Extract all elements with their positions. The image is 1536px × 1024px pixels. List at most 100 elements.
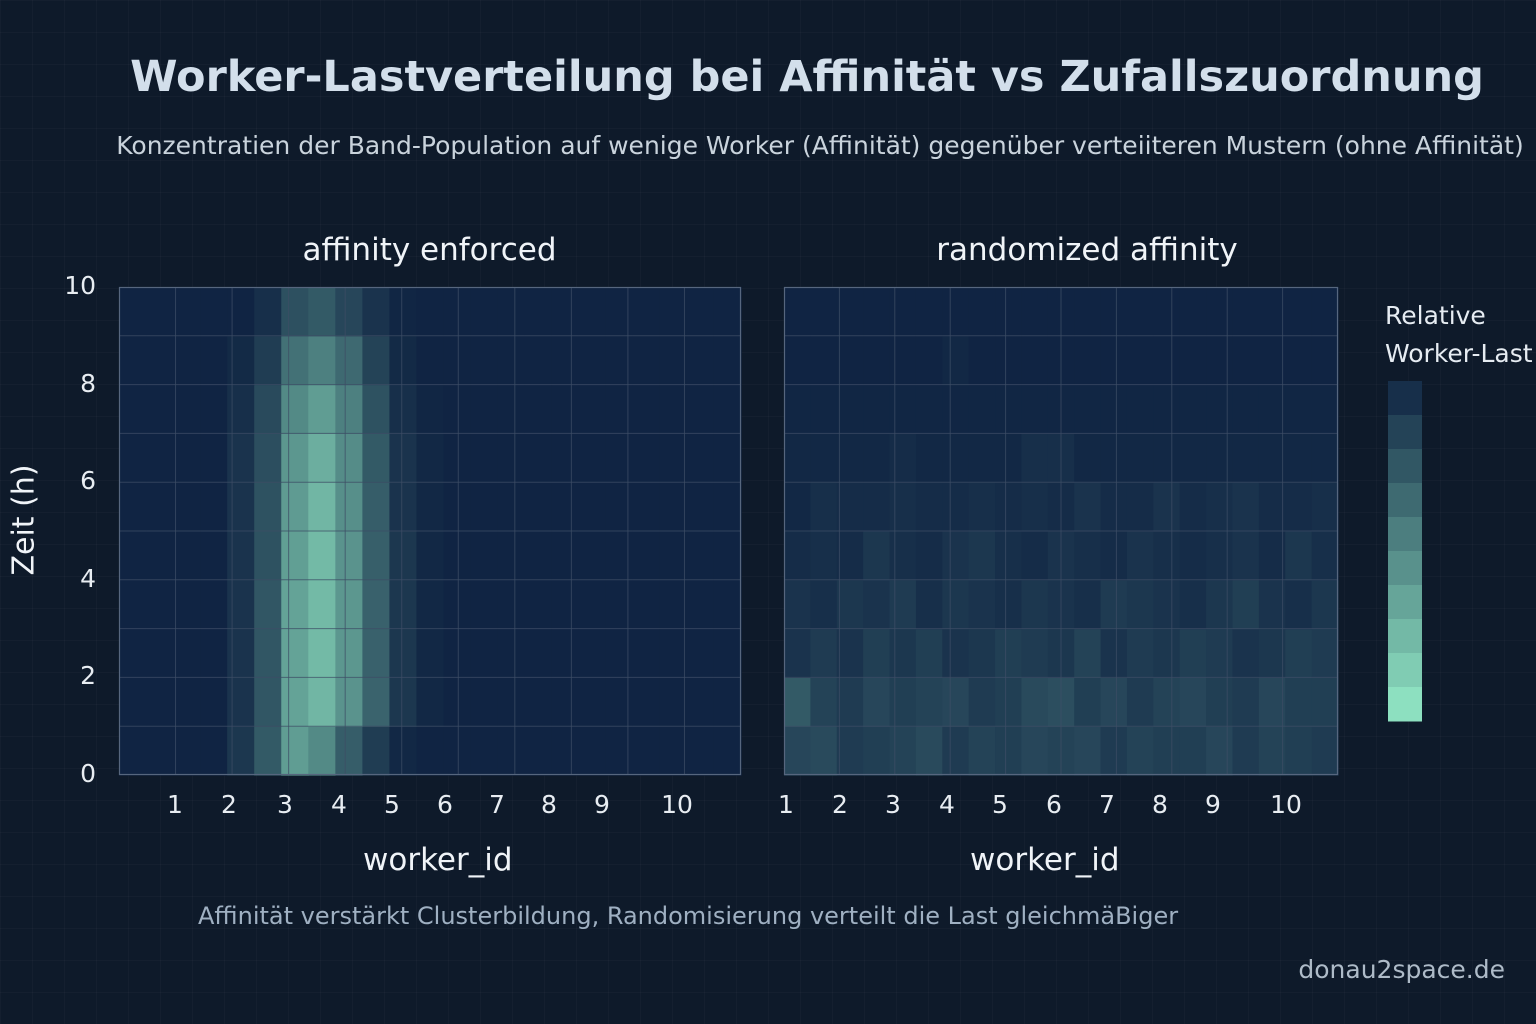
affinity-enforced-cell xyxy=(308,335,336,386)
randomized-affinity-cell xyxy=(1100,628,1128,678)
affinity-enforced-cell xyxy=(632,531,661,581)
affinity-enforced-cell xyxy=(389,335,418,386)
affinity-enforced-cell xyxy=(227,433,255,483)
affinity-enforced-cell xyxy=(119,628,147,678)
affinity-enforced-cell xyxy=(470,482,499,532)
randomized-affinity-cell xyxy=(889,433,917,483)
affinity-enforced-cell xyxy=(389,726,418,776)
panel-title-randomized-affinity: randomized affinity xyxy=(936,232,1238,268)
affinity-enforced-cell xyxy=(578,287,607,337)
affinity-enforced-cell xyxy=(254,726,282,776)
colorbar-swatch xyxy=(1388,449,1422,484)
randomized-affinity-cell xyxy=(1021,579,1049,630)
affinity-enforced-cell xyxy=(173,482,201,532)
randomized-affinity-cell xyxy=(942,335,970,386)
randomized-affinity-cell xyxy=(1179,482,1207,532)
affinity-enforced-cell xyxy=(551,482,580,532)
randomized-affinity-cell xyxy=(1021,677,1049,727)
randomized-affinity-cell xyxy=(1232,579,1260,630)
randomized-affinity-cell xyxy=(942,579,970,630)
affinity-enforced-cell xyxy=(659,628,688,678)
affinity-enforced-cell xyxy=(551,287,580,337)
affinity-enforced-cell xyxy=(497,726,526,776)
randomized-affinity-cell xyxy=(1074,384,1102,434)
affinity-enforced-cell xyxy=(605,628,634,678)
randomized-affinity-cell xyxy=(784,433,811,483)
affinity-enforced-cell xyxy=(497,287,526,337)
affinity-enforced-cell xyxy=(416,531,445,581)
affinity-enforced-cell xyxy=(119,726,147,776)
randomized-affinity-cell xyxy=(863,287,891,337)
affinity-enforced-cell xyxy=(443,726,472,776)
affinity-enforced-cell xyxy=(308,628,336,678)
affinity-enforced-cell xyxy=(578,726,607,776)
randomized-affinity-cell xyxy=(968,287,996,337)
randomized-affinity-cell xyxy=(968,677,996,727)
x-tick-label: 2 xyxy=(221,790,237,819)
randomized-affinity-cell xyxy=(1021,482,1049,532)
randomized-affinity-cell xyxy=(1206,482,1234,532)
chart-caption: Affinität verstärkt Clusterbildung, Rand… xyxy=(198,902,1179,930)
colorbar-swatch xyxy=(1388,619,1422,654)
affinity-enforced-cell xyxy=(551,677,580,727)
x-tick-label: 8 xyxy=(1152,790,1168,819)
affinity-enforced-cell xyxy=(416,677,445,727)
affinity-enforced-cell xyxy=(362,287,391,337)
randomized-affinity-cell xyxy=(1153,433,1181,483)
x-axis-label-affinity-enforced: worker_id xyxy=(363,842,513,878)
affinity-enforced-cell xyxy=(389,531,418,581)
affinity-enforced-cell xyxy=(200,531,228,581)
affinity-enforced-cell xyxy=(524,677,553,727)
randomized-affinity-cell xyxy=(1285,384,1313,434)
affinity-enforced-cell xyxy=(578,384,607,434)
y-tick-label: 2 xyxy=(80,661,96,691)
x-tick-label: 1 xyxy=(167,790,183,819)
affinity-enforced-cell xyxy=(524,482,553,532)
randomized-affinity-cell xyxy=(1285,287,1313,337)
affinity-enforced-cell xyxy=(416,726,445,776)
randomized-affinity-cell xyxy=(836,433,864,483)
randomized-affinity-cell xyxy=(1206,287,1234,337)
x-tick-label: 10 xyxy=(1270,790,1302,819)
randomized-affinity-cell xyxy=(915,482,943,532)
randomized-affinity-cell xyxy=(1179,384,1207,434)
randomized-affinity-cell xyxy=(784,287,811,337)
affinity-enforced-cell xyxy=(335,531,363,581)
x-tick-label: 3 xyxy=(885,790,901,819)
randomized-affinity-cell xyxy=(1074,579,1102,630)
affinity-enforced-cell xyxy=(632,433,661,483)
randomized-affinity-cell xyxy=(889,726,917,776)
randomized-affinity-cell xyxy=(1021,726,1049,776)
randomized-affinity-cell xyxy=(836,726,864,776)
randomized-affinity-cell xyxy=(784,726,811,776)
randomized-affinity-cell xyxy=(915,384,943,434)
randomized-affinity-cell xyxy=(810,287,838,337)
affinity-enforced-cell xyxy=(362,482,391,532)
randomized-affinity-cell xyxy=(1311,335,1339,386)
x-tick-label: 10 xyxy=(661,790,693,819)
source-credit: donau2space.de xyxy=(1298,955,1505,984)
affinity-enforced-cell xyxy=(578,531,607,581)
affinity-enforced-cell xyxy=(632,677,661,727)
randomized-affinity-cell xyxy=(836,531,864,581)
heatmap-randomized-affinity xyxy=(783,286,1339,776)
affinity-enforced-cell xyxy=(227,628,255,678)
affinity-enforced-cell xyxy=(578,628,607,678)
x-tick-label: 1 xyxy=(778,790,794,819)
affinity-enforced-cell xyxy=(686,433,715,483)
affinity-enforced-cell xyxy=(551,726,580,776)
affinity-enforced-frame xyxy=(118,286,742,776)
randomized-affinity-cell xyxy=(863,677,891,727)
affinity-enforced-cell xyxy=(281,433,309,483)
x-tick-label: 5 xyxy=(384,790,400,819)
affinity-enforced-cell xyxy=(659,482,688,532)
colorbar-swatch xyxy=(1388,483,1422,518)
affinity-enforced-cell xyxy=(308,726,336,776)
randomized-affinity-cell xyxy=(942,433,970,483)
randomized-affinity-cell xyxy=(810,531,838,581)
affinity-enforced-cell xyxy=(227,726,255,776)
affinity-enforced-cell xyxy=(443,384,472,434)
affinity-enforced-cell xyxy=(146,579,174,630)
affinity-enforced-cell xyxy=(605,726,634,776)
randomized-affinity-cell xyxy=(942,628,970,678)
